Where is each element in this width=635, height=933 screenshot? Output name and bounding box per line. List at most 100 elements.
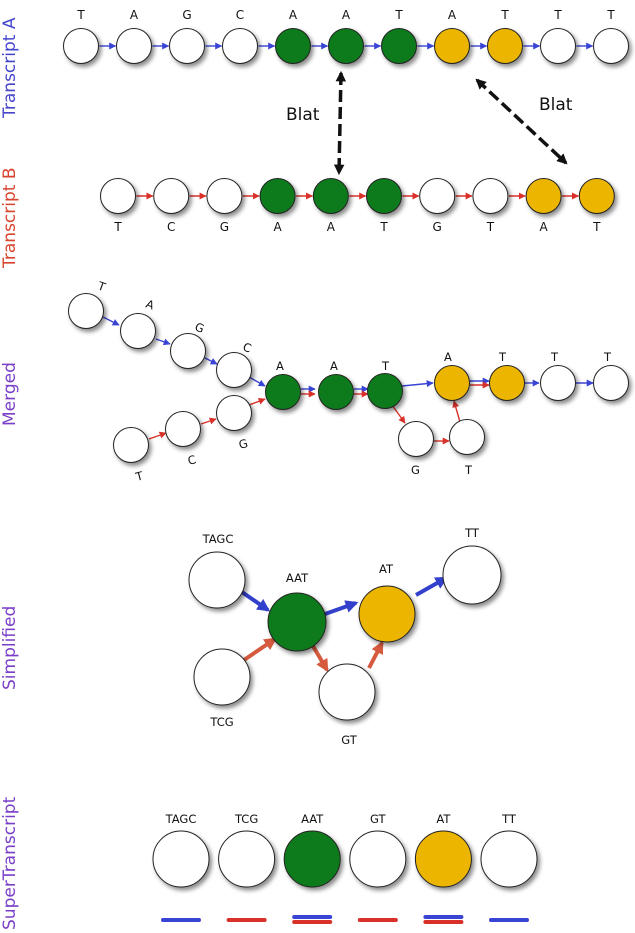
transcript-a-node (63, 28, 99, 64)
merged-node-c (165, 411, 201, 447)
supertranscript-node (283, 830, 341, 888)
label-transcript-b: Transcript B (0, 167, 20, 269)
transcript-a-node (328, 28, 364, 64)
transcript-a-letter: C (236, 8, 244, 22)
merged-edge-b (200, 417, 217, 425)
label-merged: Merged (0, 362, 20, 426)
transcript-a-letter: T (394, 8, 403, 22)
transcript-a-letter: A (448, 8, 457, 22)
simplified-node-at (358, 585, 416, 643)
simplified-node-tagc (188, 551, 246, 609)
supertranscript-label: GT (370, 812, 387, 826)
transcript-b-letter: T (592, 220, 601, 234)
merged-node-g (216, 395, 252, 431)
transcript-b-node (578, 178, 615, 214)
merged-letter: T (603, 350, 612, 364)
transcript-b-node (366, 178, 402, 214)
supertranscript-label: AT (436, 812, 451, 826)
transcript-a-node (222, 28, 258, 64)
merged-letter: G (237, 436, 249, 452)
merged-letter: T (464, 463, 473, 477)
transcript-a-node (169, 28, 205, 64)
simplified-label-tcg: TCG (209, 715, 233, 729)
merged-node-t (449, 419, 485, 455)
merged-letter: A (330, 359, 338, 373)
merged-node-t (367, 373, 403, 409)
supertranscript-row: TAGC TCG AAT GT AT TT (152, 812, 538, 924)
merged-graph: T A G C T C G A A T A T T T G T (68, 278, 629, 484)
transcript-b-node (525, 178, 562, 214)
simplified-edge-a (324, 600, 359, 616)
simplified-edge-b (367, 640, 384, 669)
transcript-a-node (381, 28, 417, 64)
transcript-b-letter: C (167, 220, 175, 234)
simplified-label-gt: GT (341, 733, 358, 747)
merged-node-t (593, 365, 629, 401)
blat-alignments: Blat Blat (286, 70, 573, 176)
transcript-b-node (312, 178, 349, 214)
simplified-label-tagc: TAGC (202, 532, 234, 546)
transcript-a-letter: A (289, 8, 298, 22)
transcript-a-node (540, 28, 576, 64)
simplified-label-at: AT (379, 562, 394, 576)
merged-edge-a (155, 338, 171, 346)
transcript-a-letter: T (606, 8, 615, 22)
supertranscript-node (480, 830, 538, 888)
blat-arrow-right (475, 78, 568, 165)
merged-letter: T (133, 468, 145, 484)
supertranscript-label: TCG (234, 812, 258, 826)
simplified-edge-b (242, 637, 278, 662)
transcript-b-letter: T (113, 220, 122, 234)
merged-node-t (68, 293, 104, 329)
supertranscript-node (152, 830, 210, 888)
simplified-edge-a (415, 576, 449, 597)
merged-edge-a (401, 380, 434, 388)
blat-label-left: Blat (286, 105, 320, 125)
merged-letter: G (193, 320, 206, 336)
simplified-node-gt (318, 663, 376, 721)
supertranscript-label: TAGC (165, 812, 197, 826)
merged-node-a (265, 374, 301, 410)
merged-edge-b (248, 397, 266, 406)
transcript-a-node (434, 28, 470, 64)
merged-node-c (216, 352, 252, 388)
merged-letter: A (444, 350, 452, 364)
merged-edge-b (452, 400, 461, 423)
merged-letter: C (186, 452, 197, 468)
transcript-b-letter: A (273, 220, 282, 234)
merged-edge-a (204, 357, 218, 365)
merged-node-g (170, 333, 206, 369)
merged-node-a (318, 374, 354, 410)
merged-edge-b (391, 404, 406, 424)
merged-node-g (398, 421, 434, 457)
merged-letter: A (276, 359, 284, 373)
transcript-a-letter: A (342, 8, 351, 22)
transcript-b-letter: T (486, 220, 495, 234)
label-supertranscript: SuperTranscript (0, 796, 20, 930)
transcript-a-letter: T (500, 8, 509, 22)
merged-edge-a (248, 376, 266, 387)
transcript-a-node (275, 28, 311, 64)
supertranscript-node (218, 830, 276, 888)
transcript-b-node (153, 178, 190, 214)
transcript-a-letter: A (130, 8, 139, 22)
merged-letter: T (498, 350, 507, 364)
simplified-label-aat: AAT (286, 571, 309, 585)
simplified-graph: TAGC TCG AAT GT AT TT (188, 526, 502, 747)
merged-letter: T (550, 350, 559, 364)
merged-node-t (489, 365, 525, 401)
blat-arrow-left (333, 70, 347, 176)
merged-node-t (113, 427, 149, 463)
label-transcript-a: Transcript A (0, 17, 20, 119)
transcript-b-letter: T (379, 220, 388, 234)
transcript-b-letter: A (539, 220, 548, 234)
transcript-b-node (259, 178, 296, 214)
simplified-edge-b (311, 644, 329, 673)
label-simplified: Simplified (0, 606, 20, 690)
supertranscript-node (414, 830, 472, 888)
merged-edge-b (148, 431, 167, 440)
simplified-label-tt: TT (464, 526, 480, 540)
